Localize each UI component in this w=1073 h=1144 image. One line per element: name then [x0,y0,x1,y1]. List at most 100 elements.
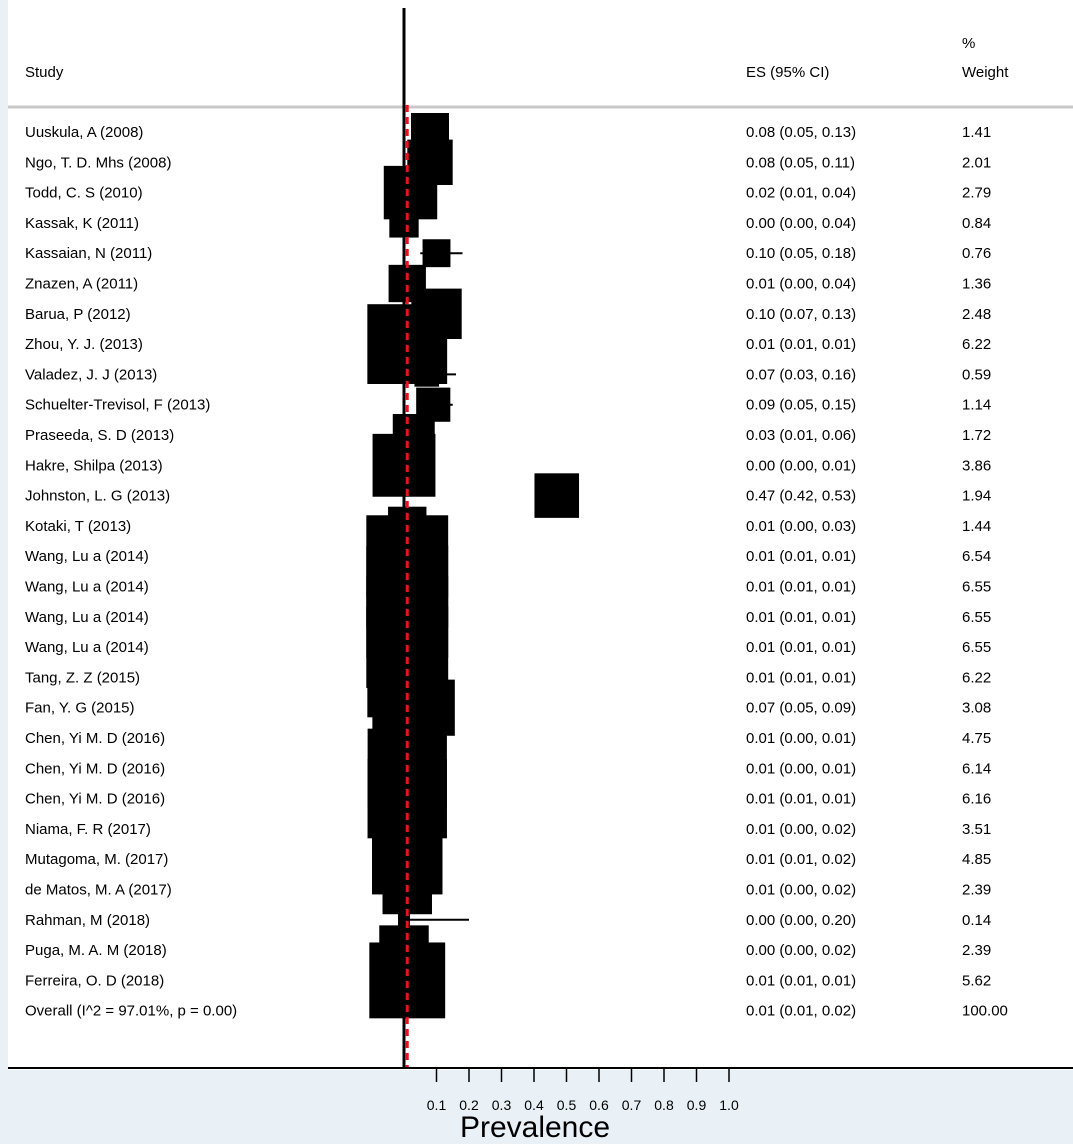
study-14-es-ci: 0.01 (0.00, 0.03) [746,518,856,535]
study-26-label: de Matos, M. A (2017) [25,882,172,899]
x-tick-label-10: 1.0 [719,1097,739,1113]
study-3-es-ci: 0.02 (0.01, 0.04) [746,185,856,202]
study-28-weight: 2.39 [962,942,991,959]
study-16-es-ci: 0.01 (0.01, 0.01) [746,579,856,596]
study-2-label: Ngo, T. D. Mhs (2008) [25,154,171,171]
study-25-weight: 4.85 [962,851,991,868]
study-24-es-ci: 0.01 (0.00, 0.02) [746,821,856,838]
marker-layer [366,113,580,1019]
study-7-label: Barua, P (2012) [25,306,131,323]
study-18-label: Wang, Lu a (2014) [25,639,149,656]
study-1-label: Uuskula, A (2008) [25,124,143,141]
study-13-weight: 1.94 [962,488,991,505]
x-tick-label-7: 0.7 [622,1097,642,1113]
study-29-weight: 5.62 [962,972,991,989]
study-17-es-ci: 0.01 (0.01, 0.01) [746,609,856,626]
study-17-label: Wang, Lu a (2014) [25,609,149,626]
forest-plot-panel [8,0,1073,1070]
study-14-label: Kotaki, T (2013) [25,518,131,535]
study-20-label: Fan, Y. G (2015) [25,700,135,717]
x-tick-label-1: 0.1 [427,1097,447,1113]
x-tick-label-3: 0.3 [492,1097,512,1113]
study-12-weight: 3.86 [962,457,991,474]
study-22-es-ci: 0.01 (0.00, 0.01) [746,760,856,777]
study-3-weight: 2.79 [962,185,991,202]
study-22-label: Chen, Yi M. D (2016) [25,760,165,777]
study-7-es-ci: 0.10 (0.07, 0.13) [746,306,856,323]
header-study: Study [25,64,64,81]
study-20-es-ci: 0.07 (0.05, 0.09) [746,700,856,717]
study-4-es-ci: 0.00 (0.00, 0.04) [746,215,856,232]
study-7-weight: 2.48 [962,306,991,323]
study-10-es-ci: 0.09 (0.05, 0.15) [746,397,856,414]
study-5-weight-box [422,239,451,268]
study-23-es-ci: 0.01 (0.01, 0.01) [746,791,856,808]
study-9-weight: 0.59 [962,366,991,383]
x-axis-ticks: 0.1 0.2 0.3 0.4 0.5 0.6 0.7 0.8 0.9 1.0 [427,1068,739,1113]
study-12-es-ci: 0.00 (0.00, 0.01) [746,457,856,474]
study-21-es-ci: 0.01 (0.00, 0.01) [746,730,856,747]
study-16-weight: 6.55 [962,579,991,596]
study-8-weight: 6.22 [962,336,991,353]
study-11-label: Praseeda, S. D (2013) [25,427,174,444]
study-25-es-ci: 0.01 (0.01, 0.02) [746,851,856,868]
study-24-weight: 3.51 [962,821,991,838]
study-23-label: Chen, Yi M. D (2016) [25,791,165,808]
overall-es-ci: 0.01 (0.01, 0.02) [746,1003,856,1020]
study-15-es-ci: 0.01 (0.01, 0.01) [746,548,856,565]
study-11-weight: 1.72 [962,427,991,444]
study-15-weight: 6.54 [962,548,991,565]
study-17-weight: 6.55 [962,609,991,626]
study-10-label: Schuelter-Trevisol, F (2013) [25,397,210,414]
study-12-label: Hakre, Shilpa (2013) [25,457,163,474]
header-weight-label: Weight [962,64,1009,81]
study-23-weight: 6.16 [962,791,991,808]
study-3-label: Todd, C. S (2010) [25,185,143,202]
study-15-label: Wang, Lu a (2014) [25,548,149,565]
study-10-weight: 1.14 [962,397,991,414]
study-13-es-ci: 0.47 (0.42, 0.53) [746,488,856,505]
study-4-weight: 0.84 [962,215,991,232]
study-5-weight: 0.76 [962,245,991,262]
study-18-weight: 6.55 [962,639,991,656]
x-tick-label-4: 0.4 [524,1097,544,1113]
study-11-es-ci: 0.03 (0.01, 0.06) [746,427,856,444]
study-13-label: Johnston, L. G (2013) [25,488,170,505]
study-18-es-ci: 0.01 (0.01, 0.01) [746,639,856,656]
study-21-weight: 4.75 [962,730,991,747]
study-19-label: Tang, Z. Z (2015) [25,669,140,686]
x-tick-label-9: 0.9 [687,1097,707,1113]
study-26-es-ci: 0.01 (0.00, 0.02) [746,882,856,899]
study-19-es-ci: 0.01 (0.01, 0.01) [746,669,856,686]
header-es: ES (95% CI) [746,64,829,81]
study-16-label: Wang, Lu a (2014) [25,579,149,596]
study-27-es-ci: 0.00 (0.00, 0.20) [746,912,856,929]
x-tick-label-8: 0.8 [654,1097,674,1113]
study-25-label: Mutagoma, M. (2017) [25,851,168,868]
study-9-weight-box [414,362,440,387]
study-29-es-ci: 0.01 (0.01, 0.01) [746,972,856,989]
study-2-es-ci: 0.08 (0.05, 0.11) [746,154,855,171]
study-19-weight: 6.22 [962,669,991,686]
overall-weight: 100.00 [962,1003,1008,1020]
study-27-label: Rahman, M (2018) [25,912,150,929]
x-tick-label-6: 0.6 [589,1097,609,1113]
x-tick-label-5: 0.5 [557,1097,577,1113]
study-6-es-ci: 0.01 (0.00, 0.04) [746,276,856,293]
study-1-es-ci: 0.08 (0.05, 0.13) [746,124,856,141]
study-28-es-ci: 0.00 (0.00, 0.02) [746,942,856,959]
study-8-es-ci: 0.01 (0.01, 0.01) [746,336,856,353]
study-6-weight: 1.36 [962,276,991,293]
study-5-es-ci: 0.10 (0.05, 0.18) [746,245,856,262]
study-27-weight: 0.14 [962,912,991,929]
study-2-weight: 2.01 [962,154,991,171]
x-tick-label-2: 0.2 [459,1097,479,1113]
study-26-weight: 2.39 [962,882,991,899]
study-28-label: Puga, M. A. M (2018) [25,942,167,959]
study-22-weight: 6.14 [962,760,991,777]
study-1-weight: 1.41 [962,124,991,141]
overall-label: Overall (I^2 = 97.01%, p = 0.00) [25,1003,237,1020]
header-weight-symbol: % [962,35,975,52]
study-4-label: Kassak, K (2011) [25,215,139,232]
